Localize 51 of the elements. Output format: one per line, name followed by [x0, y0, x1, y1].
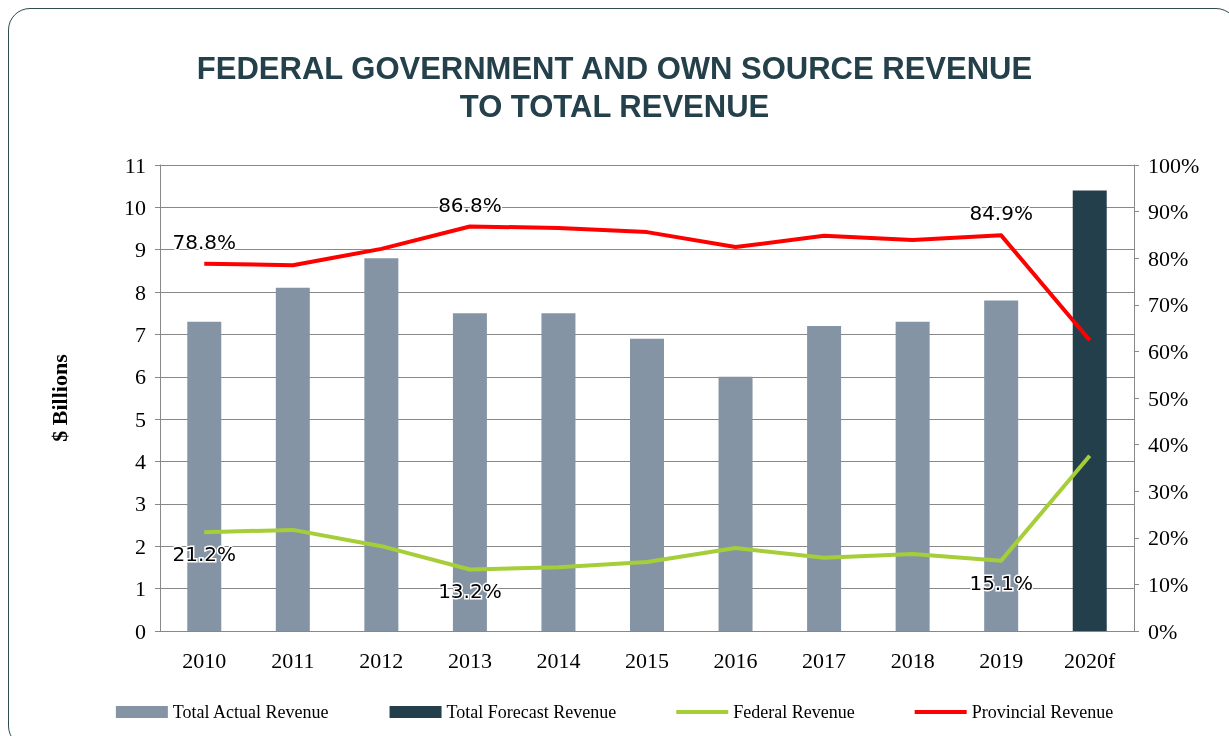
x-tick-label: 2013 [447, 647, 492, 673]
y2-tick-label: 90% [1148, 199, 1189, 225]
bar [718, 376, 753, 631]
x-tick-label: 2012 [359, 647, 404, 673]
bar [275, 287, 310, 631]
chart-title: FEDERAL GOVERNMENT AND OWN SOURCE REVENUE TO TOTAL REVENUE [196, 50, 1033, 124]
x-tick-label: 2010 [182, 647, 227, 673]
legend-label: Total Forecast Revenue [446, 702, 617, 722]
bar [630, 338, 664, 631]
y2-tick-label: 100% [1148, 152, 1200, 178]
x-tick-label: 2014 [536, 647, 581, 673]
x-tick-label: 2011 [271, 647, 315, 673]
legend-label: Provincial Revenue [971, 702, 1114, 722]
y2-tick-label: 40% [1148, 432, 1189, 458]
bar [895, 321, 930, 631]
y-tick-label: 0 [135, 618, 146, 644]
bar [1072, 190, 1107, 631]
x-tick-label: 2018 [890, 647, 935, 673]
y2-tick-label: 20% [1148, 525, 1189, 551]
data-label: 84.9% [969, 201, 1033, 226]
y2-tick-label: 50% [1148, 385, 1189, 411]
y-tick-label: 7 [135, 321, 146, 347]
y2-tick-label: 0% [1148, 618, 1178, 644]
y2-tick-label: 30% [1148, 478, 1189, 504]
x-tick-label: 2020f [1064, 647, 1117, 673]
y-tick-label: 2 [135, 533, 146, 559]
y2-tick-label: 70% [1148, 292, 1189, 318]
y-tick-label: 9 [135, 237, 146, 263]
bar [541, 313, 576, 631]
y2-tick-label: 80% [1148, 245, 1189, 271]
x-tick-label: 2015 [625, 647, 669, 673]
y-tick-label: 3 [135, 491, 146, 517]
x-tick-label: 2017 [802, 647, 847, 673]
data-label: 86.8% [438, 192, 502, 217]
y-axis-title: $ Billions [46, 353, 72, 442]
y-tick-label: 10 [124, 194, 146, 220]
data-label: 78.8% [172, 229, 237, 254]
bar [364, 258, 399, 631]
y-tick-label: 8 [135, 279, 146, 305]
y-tick-label: 4 [135, 449, 146, 475]
y-tick-label: 11 [124, 152, 146, 178]
y-tick-label: 6 [135, 364, 146, 390]
bar [807, 325, 842, 631]
legend-label: Federal Revenue [733, 702, 855, 722]
y-tick-label: 5 [135, 406, 146, 432]
legend-label: Total Actual Revenue [172, 702, 329, 722]
x-tick-label: 2016 [713, 647, 758, 673]
y-tick-label: 1 [135, 576, 146, 602]
x-tick-label: 2019 [979, 647, 1024, 673]
y2-tick-label: 10% [1148, 571, 1189, 597]
y2-tick-label: 60% [1148, 338, 1189, 364]
